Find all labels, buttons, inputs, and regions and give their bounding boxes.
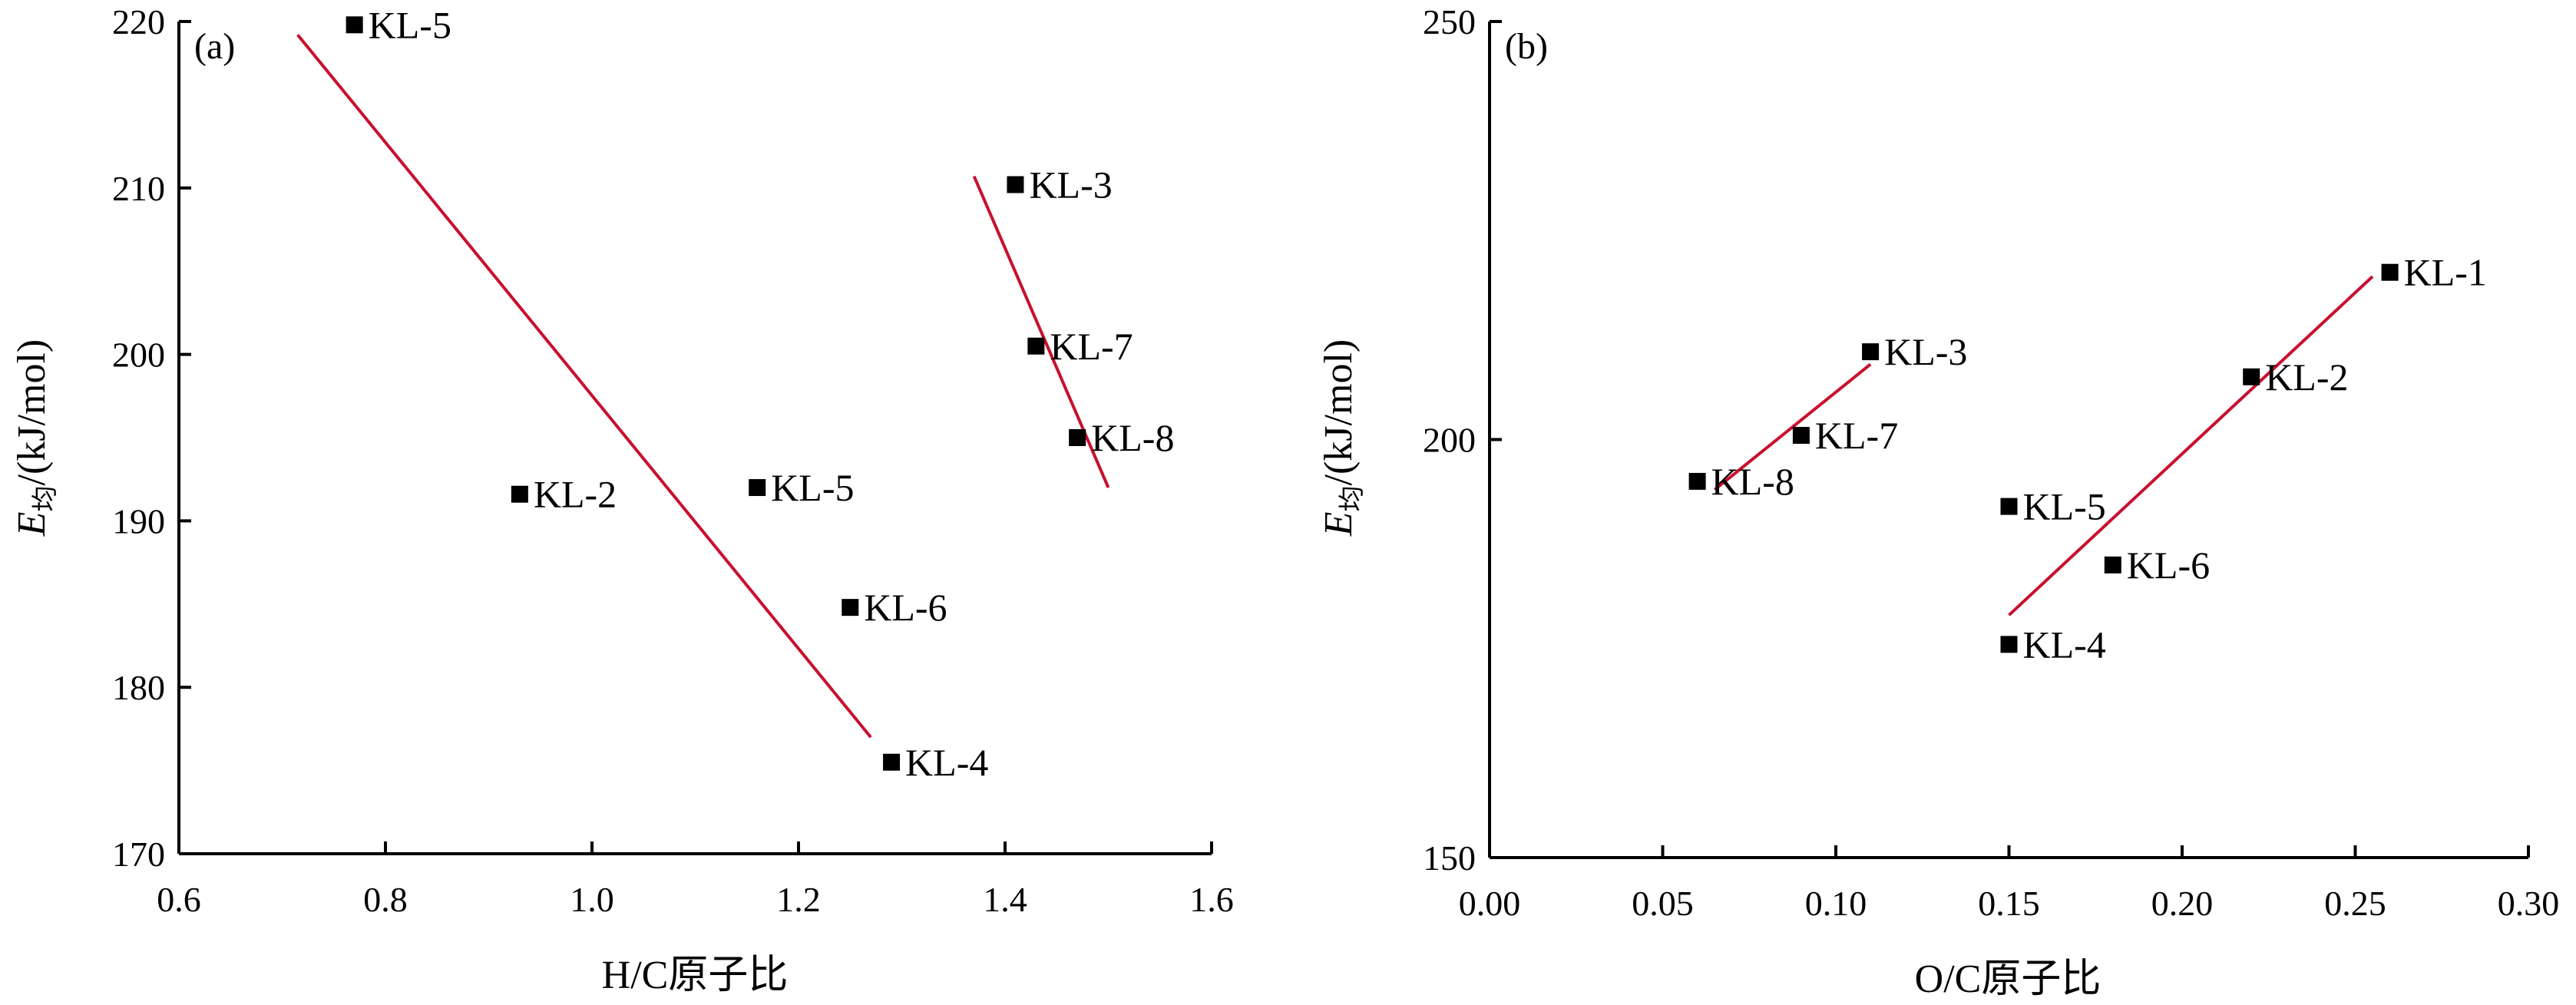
- x-tick-label: 0.25: [2324, 884, 2386, 923]
- y-axis-title-symbol: E: [1317, 511, 1361, 537]
- data-point: [2243, 368, 2260, 385]
- data-point-label: KL-8: [1711, 460, 1794, 503]
- y-axis-title: E均/(kJ/mol): [1317, 339, 1367, 537]
- fit-line: [1713, 362, 1872, 491]
- panel-label: (b): [1505, 26, 1548, 67]
- y-axis-title-symbol: E: [10, 511, 54, 537]
- data-point: [1007, 176, 1024, 193]
- data-point: [1027, 337, 1045, 355]
- data-point-label: KL-6: [2127, 544, 2210, 587]
- data-point: [1688, 472, 1706, 490]
- x-tick-label: 0.8: [363, 880, 408, 919]
- data-point-label: KL-5: [2023, 485, 2106, 528]
- x-tick-label: 1.2: [776, 880, 821, 919]
- x-tick-label: 1.4: [983, 880, 1027, 919]
- x-tick-label: 1.6: [1189, 880, 1234, 919]
- x-tick-label: 0.15: [1978, 884, 2040, 923]
- y-tick-label: 200: [1423, 421, 1476, 460]
- data-point: [1792, 427, 1810, 445]
- data-point: [346, 16, 363, 34]
- data-point-label: KL-8: [1091, 416, 1174, 459]
- x-tick-label: 0.6: [157, 880, 201, 919]
- data-point: [883, 753, 901, 771]
- x-tick-label: 0.20: [2151, 884, 2214, 923]
- data-point: [2104, 556, 2121, 574]
- data-point-label: KL-3: [1884, 330, 1967, 373]
- data-point: [1862, 343, 1880, 361]
- x-tick-label: 0.30: [2498, 884, 2560, 923]
- data-point-label: KL-6: [864, 586, 947, 629]
- data-point-label: KL-7: [1050, 325, 1133, 368]
- y-tick-label: 150: [1423, 838, 1476, 878]
- data-point-label: KL-2: [534, 473, 617, 516]
- fit-line: [2008, 275, 2374, 617]
- y-axis-title-unit: /(kJ/mol): [1317, 339, 1361, 486]
- data-point-label: KL-4: [2023, 623, 2106, 666]
- fit-line: [296, 34, 872, 739]
- data-point-label: KL-1: [2404, 251, 2487, 294]
- y-tick-label: 180: [112, 668, 165, 707]
- data-point-label: KL-2: [2265, 355, 2348, 398]
- data-point: [1069, 429, 1086, 446]
- data-point: [2381, 263, 2399, 281]
- data-point: [2000, 498, 2018, 515]
- y-axis-title-subscript: 均: [1338, 485, 1367, 511]
- x-axis-title: H/C原子比: [602, 954, 789, 997]
- y-axis-title: E均/(kJ/mol): [10, 339, 60, 537]
- data-point-label: KL-3: [1029, 163, 1112, 206]
- data-point-label: KL-7: [1815, 414, 1898, 457]
- panel-label: (a): [194, 26, 235, 67]
- data-point: [842, 599, 859, 617]
- x-axis-title: O/C原子比: [1915, 957, 2101, 1001]
- y-axis-title-subscript: 均: [31, 485, 60, 511]
- data-point: [511, 485, 528, 503]
- y-tick-label: 190: [112, 501, 165, 541]
- x-tick-label: 0.05: [1632, 884, 1694, 923]
- y-axis-title-unit: /(kJ/mol): [10, 339, 54, 486]
- y-tick-label: 170: [112, 835, 165, 874]
- x-tick-label: 0.10: [1805, 884, 1867, 923]
- data-point-label: KL-4: [905, 741, 988, 784]
- chart-panel-a: 0.6 0.8 1.0 1.2 1.4 1.6 170 180 190 200 210 220 (a) H…: [10, 2, 1234, 997]
- data-point-label: KL-5: [771, 466, 854, 509]
- data-point: [749, 479, 766, 497]
- data-point-label: KL-5: [369, 3, 451, 46]
- x-tick-label: 1.0: [570, 880, 614, 919]
- y-tick-label: 250: [1423, 2, 1476, 41]
- chart-panel-b: 0.00 0.05 0.10 0.15 0.20 0.25 0.30 150 200 250 (b)…: [1317, 2, 2559, 1001]
- y-tick-label: 200: [112, 336, 165, 375]
- fit-line: [972, 175, 1110, 488]
- x-tick-label: 0.00: [1459, 884, 1521, 923]
- data-point: [2000, 636, 2018, 653]
- y-tick-label: 210: [112, 169, 165, 208]
- y-tick-label: 220: [112, 2, 165, 41]
